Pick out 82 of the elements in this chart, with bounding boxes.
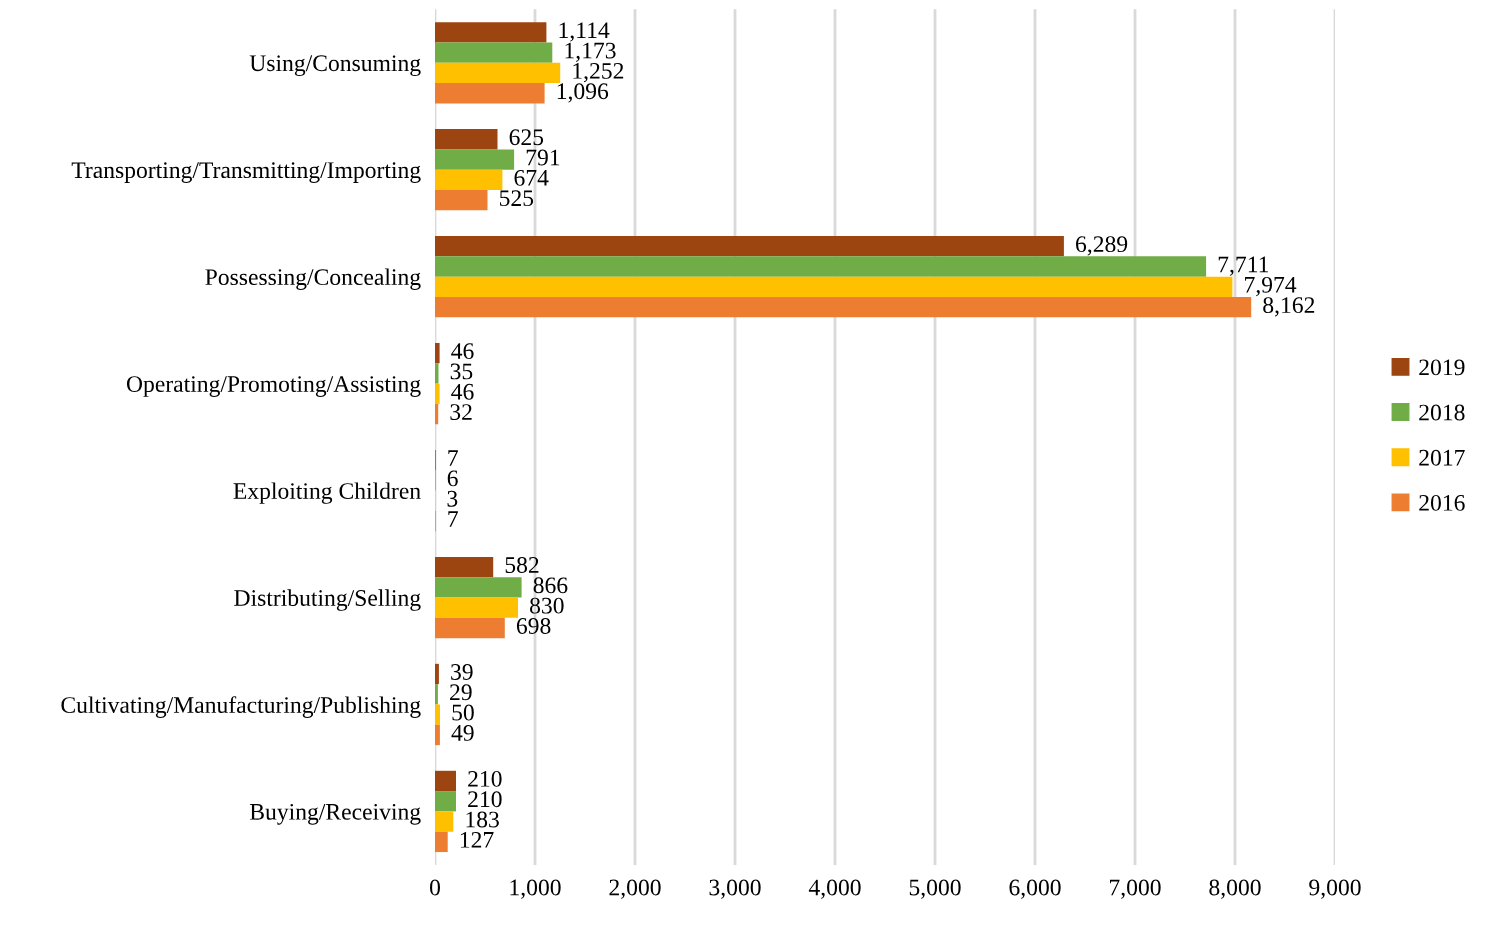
bar — [435, 149, 515, 170]
data-label: 35 — [450, 363, 473, 380]
bar — [435, 704, 440, 725]
data-label: 7 — [448, 511, 458, 527]
data-label: 7,974 — [1245, 276, 1297, 297]
data-label: 1,096 — [557, 83, 609, 103]
x-tick-label: 9,000 — [1309, 879, 1361, 899]
data-label: 46 — [451, 343, 474, 360]
data-label: 525 — [499, 190, 534, 207]
data-label: 582 — [505, 557, 539, 573]
y-tick-label: Using/Consuming — [249, 55, 421, 77]
x-tick-label: 6,000 — [1009, 879, 1061, 899]
data-label: 6,289 — [1076, 236, 1128, 256]
y-tick-label: Operating/Promoting/Assisting — [126, 376, 421, 397]
legend-label: 2019 — [1419, 359, 1465, 376]
data-label: 39 — [451, 664, 473, 680]
y-tick-label: Distributing/Selling — [234, 589, 421, 611]
data-label: 7,711 — [1218, 256, 1269, 276]
data-label: 830 — [530, 597, 564, 614]
bar — [435, 342, 440, 364]
data-label: 183 — [466, 811, 499, 828]
bar — [435, 831, 448, 853]
x-tick-label: 8,000 — [1209, 879, 1261, 899]
data-label: 791 — [526, 149, 560, 166]
bar — [435, 363, 439, 384]
x-tick-label: 0 — [430, 879, 440, 896]
data-label: 50 — [452, 704, 474, 721]
y-tick-label: Buying/Receiving — [249, 803, 421, 825]
data-label: 1,252 — [573, 62, 624, 83]
data-label: 1,114 — [559, 22, 610, 42]
data-label: 1,173 — [565, 42, 616, 62]
bar — [435, 42, 553, 63]
bar — [435, 236, 1064, 257]
y-tick-label: Transporting/Transmitting/Importing — [71, 162, 421, 183]
data-label: 46 — [451, 383, 474, 400]
data-label: 698 — [516, 617, 551, 634]
bar — [435, 597, 518, 618]
x-tick-label: 2,000 — [609, 879, 661, 899]
bar — [435, 276, 1233, 297]
data-label: 7 — [448, 450, 458, 466]
legend-label: 2018 — [1419, 404, 1465, 421]
data-label: 3 — [447, 490, 458, 507]
data-label: 49 — [451, 725, 474, 741]
bar — [435, 663, 439, 685]
y-tick-label: Possessing/Concealing — [205, 268, 421, 290]
bar — [435, 770, 456, 792]
data-label: 210 — [468, 770, 502, 787]
bar — [435, 556, 494, 578]
data-label: 6 — [447, 470, 458, 487]
bar — [435, 297, 1252, 318]
bar — [435, 684, 438, 705]
bar — [435, 169, 503, 191]
x-tick-label: 1,000 — [510, 879, 561, 899]
bar — [435, 190, 488, 211]
y-tick-label: Exploiting Children — [233, 482, 421, 504]
legend-label: 2017 — [1419, 449, 1465, 466]
data-label: 32 — [450, 404, 472, 421]
y-tick-label: Cultivating/Manufacturing/Publishing — [61, 696, 421, 718]
bar — [435, 791, 456, 812]
bar — [435, 617, 505, 639]
bar — [435, 403, 439, 425]
bar — [435, 83, 545, 104]
x-tick-label: 3,000 — [709, 879, 761, 899]
bar — [435, 383, 440, 404]
legend-label: 2016 — [1419, 494, 1465, 511]
bar — [435, 62, 561, 84]
x-tick-label: 7,000 — [1109, 879, 1161, 899]
data-label: 8,162 — [1263, 297, 1315, 317]
bar — [435, 256, 1207, 277]
x-tick-label: 4,000 — [808, 879, 861, 899]
bar — [435, 724, 440, 746]
data-label: 866 — [533, 577, 568, 594]
bar — [435, 577, 522, 598]
data-label: 127 — [460, 831, 494, 848]
data-label: 210 — [468, 791, 502, 808]
bar — [435, 22, 547, 43]
bar — [435, 129, 498, 150]
data-label: 674 — [514, 169, 549, 186]
bar — [435, 811, 454, 832]
x-tick-label: 5,000 — [909, 879, 961, 899]
data-label: 29 — [450, 684, 472, 701]
data-label: 625 — [509, 129, 544, 146]
